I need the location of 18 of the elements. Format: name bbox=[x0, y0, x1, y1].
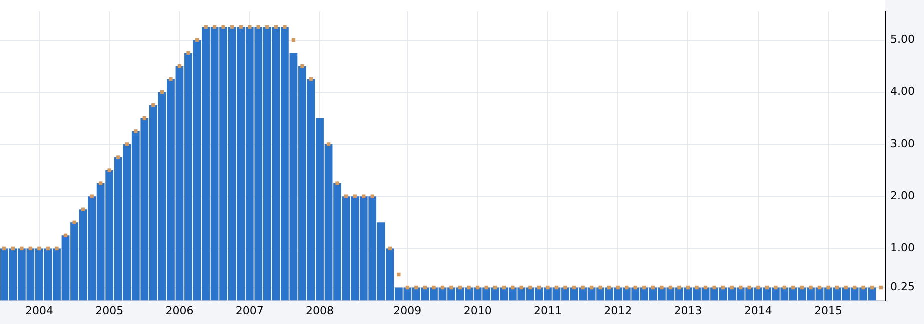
x-tick-label: 2013 bbox=[674, 304, 702, 318]
y-tick-label: 5.00 bbox=[890, 33, 916, 46]
y-tick-label: 1.00 bbox=[890, 242, 916, 255]
x-tick-label: 2004 bbox=[25, 304, 54, 318]
x-tick-label: 2010 bbox=[464, 304, 492, 318]
x-tick-label: 2011 bbox=[534, 304, 562, 318]
x-tick-label: 2009 bbox=[394, 304, 422, 318]
x-tick-label: 2015 bbox=[814, 304, 843, 318]
x-tick-label: 2012 bbox=[604, 304, 632, 318]
y-tick-label: 2.00 bbox=[890, 189, 916, 202]
x-tick-label: 2006 bbox=[166, 304, 194, 318]
y-tick-label: 3.00 bbox=[890, 137, 916, 150]
y-tick-label: 0.25 bbox=[890, 280, 916, 294]
x-tick-label: 2014 bbox=[744, 304, 772, 318]
y-tick-label: 4.00 bbox=[890, 85, 916, 98]
x-tick-label: 2008 bbox=[306, 304, 334, 318]
x-tick-label: 2007 bbox=[236, 304, 264, 318]
x-tick-label: 2005 bbox=[96, 304, 124, 318]
